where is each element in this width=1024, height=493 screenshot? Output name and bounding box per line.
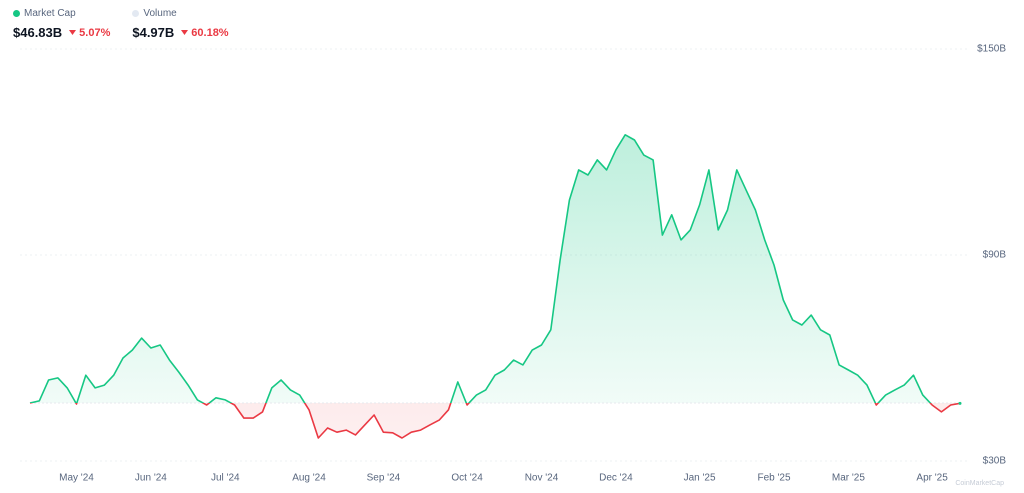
stat-value: $46.83B (13, 25, 63, 40)
last-point (958, 401, 962, 405)
x-tick-label: Jul '24 (211, 473, 240, 484)
y-tick-label: $90B (983, 250, 1007, 261)
x-tick-label: Dec '24 (599, 473, 633, 484)
x-tick-label: Jun '24 (135, 473, 167, 484)
legend-entry[interactable]: Volume (132, 6, 228, 20)
x-tick-label: Mar '25 (832, 473, 865, 484)
y-tick-label: $30B (983, 456, 1007, 467)
stat-row: $46.83B 5.07% (13, 25, 110, 40)
y-tick-label: $150B (977, 44, 1006, 55)
stat-value: $4.97B (132, 25, 175, 40)
change-text: 60.18% (191, 26, 229, 39)
stat-row: $4.97B 60.18% (132, 25, 228, 40)
watermark: CoinMarketCap (955, 480, 1004, 487)
legend-entry[interactable]: Market Cap (13, 6, 110, 20)
stats-header: Market Cap $46.83B 5.07% Volume $4.97B 60.18% (13, 6, 229, 40)
legend-label: Market Cap (24, 7, 76, 19)
legend-dot (132, 9, 140, 17)
stat-change: 5.07% (69, 27, 110, 39)
legend-label: Volume (143, 7, 177, 19)
line-up (29, 134, 960, 403)
legend-dot (13, 9, 20, 17)
x-tick-label: Sep '24 (367, 473, 401, 484)
x-tick-label: Aug '24 (292, 473, 326, 484)
down-arrow (69, 30, 77, 35)
stat: Market Cap $46.83B 5.07% (13, 6, 110, 40)
area-up (30, 134, 931, 403)
x-tick-label: Nov '24 (525, 473, 559, 484)
x-tick-label: Oct '24 (451, 473, 483, 484)
down-arrow (181, 30, 189, 35)
x-tick-label: Feb '25 (757, 473, 790, 484)
change-text: 5.07% (79, 26, 111, 39)
x-tick-label: Jan '25 (684, 473, 716, 484)
x-tick-label: Apr '25 (916, 473, 948, 484)
stat: Volume $4.97B 60.18% (132, 6, 229, 40)
x-tick-label: May '24 (59, 473, 94, 484)
stat-change: 60.18% (181, 26, 229, 39)
